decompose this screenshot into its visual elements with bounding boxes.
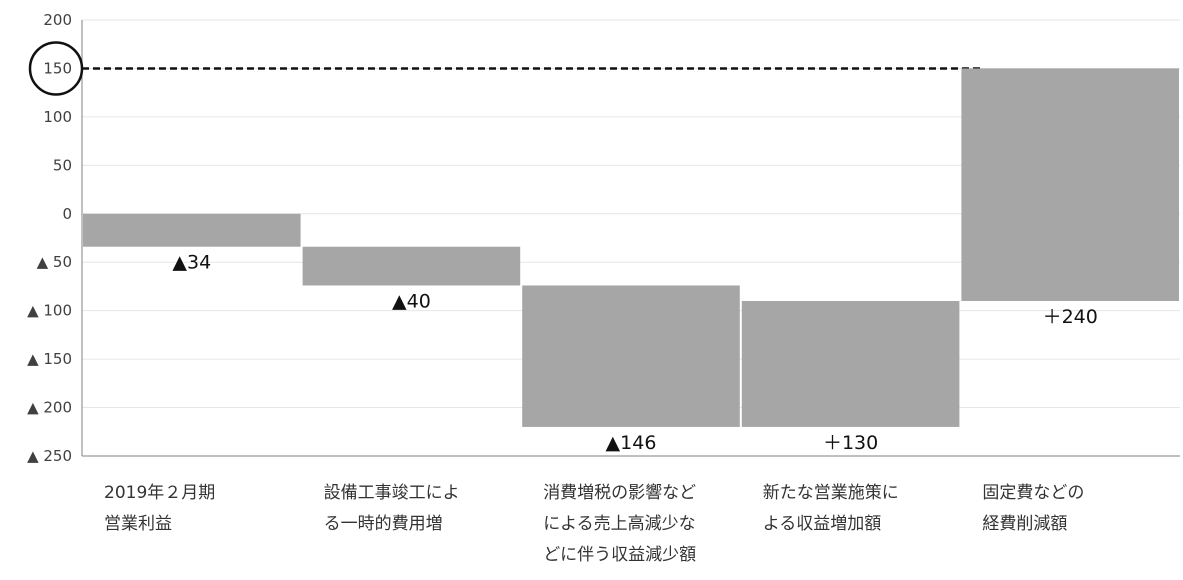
- data-label: ▲40: [392, 290, 431, 312]
- axes: [81, 20, 1180, 457]
- y-tick-label: 0: [62, 205, 72, 223]
- waterfall-bar: [741, 300, 960, 427]
- waterfall-bar: [961, 68, 1179, 301]
- category-label: 固定費などの 経費削減額: [982, 483, 1085, 534]
- y-tick-label: ▲ 150: [27, 350, 72, 368]
- category-label: 消費増税の影響など による売上高減少な どに伴う収益減少額: [543, 483, 697, 565]
- y-tick-label: ▲ 50: [37, 253, 72, 271]
- bars: [83, 68, 1179, 427]
- waterfall-bar: [302, 246, 521, 286]
- data-label: ▲146: [606, 432, 657, 454]
- category-label: 新たな営業施策に よる収益増加額: [762, 483, 899, 534]
- y-tick-label: 100: [43, 108, 72, 126]
- y-tick-label: ▲ 200: [27, 399, 72, 417]
- y-tick-label: ▲ 100: [27, 302, 72, 320]
- highlight-circle: [28, 41, 84, 96]
- data-label: ＋240: [1043, 306, 1098, 328]
- waterfall-bar: [83, 213, 301, 247]
- category-label: 設備工事竣工によ る一時的費用増: [323, 483, 460, 534]
- y-tick-label: ▲ 250: [27, 447, 72, 465]
- y-tick-label: 200: [43, 11, 72, 29]
- data-label: ▲34: [172, 252, 211, 274]
- y-tick-label: 50: [53, 156, 72, 174]
- waterfall-bar: [522, 285, 740, 427]
- data-labels: ▲34 ▲40 ▲146 ＋130 ＋240: [172, 252, 1097, 454]
- data-label: ＋130: [823, 432, 878, 454]
- y-tick-label: 150: [43, 59, 72, 77]
- y-tick-labels: 200 150 100 50 0 ▲ 50 ▲ 100 ▲ 150 ▲ 200 ▲ 250: [27, 11, 84, 465]
- category-label: 2019年２月期 営業利益: [104, 483, 216, 534]
